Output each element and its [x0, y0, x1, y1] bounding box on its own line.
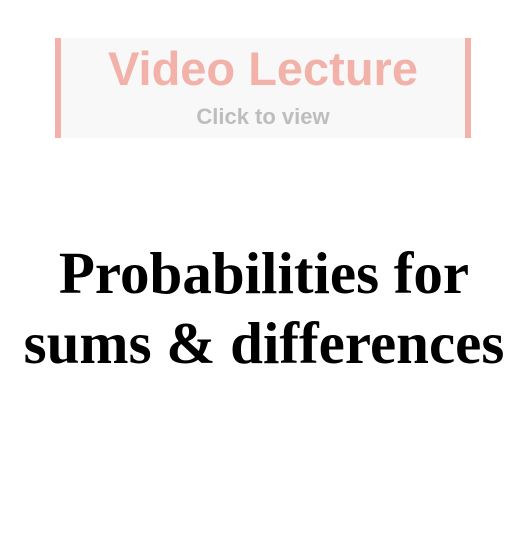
- page-title-line-1: Probabilities for: [58, 240, 470, 306]
- video-lecture-title: Video Lecture: [108, 42, 418, 95]
- click-to-view-label: Click to view: [196, 104, 330, 129]
- page-title: Probabilities for sums & differences: [0, 238, 528, 378]
- page-title-line-2: sums & differences: [23, 310, 505, 376]
- video-lecture-link[interactable]: Video Lecture Click to view: [55, 38, 471, 138]
